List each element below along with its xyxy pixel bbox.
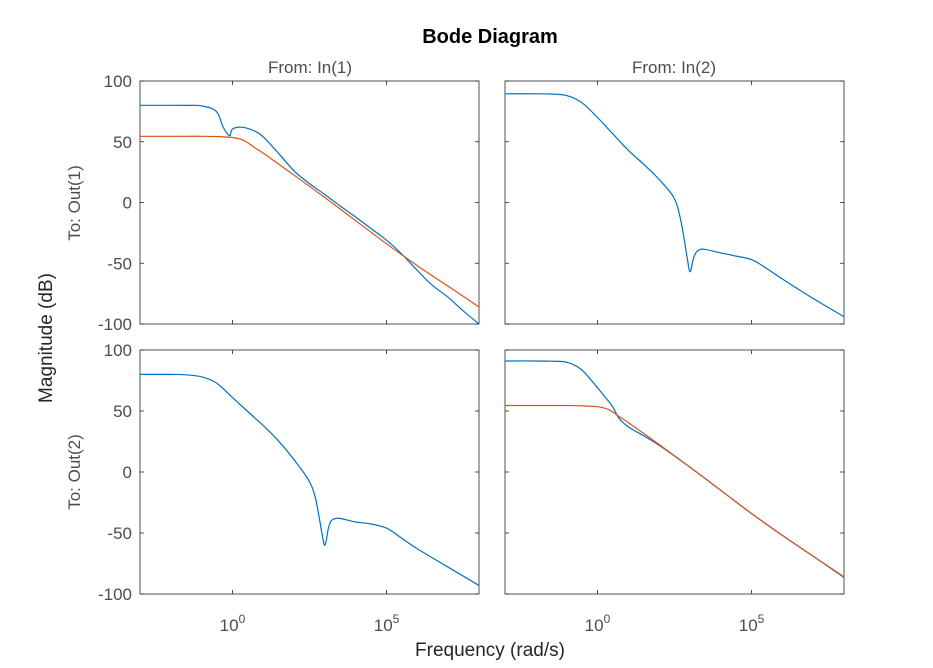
y-tick-label: 100 <box>104 72 132 91</box>
subplot-r2c2: 100 105 <box>504 349 845 635</box>
y-tick-label: -100 <box>98 315 132 334</box>
x-tick-label-base: 10 <box>585 616 604 635</box>
y-tick-label: 50 <box>113 133 132 152</box>
axes-box-r1c1 <box>139 80 480 325</box>
x-tick-label-exponent: 5 <box>393 612 400 626</box>
x-tick-label: 100 <box>220 612 246 635</box>
x-tick-label-exponent: 0 <box>239 612 246 626</box>
y-tick-label: -50 <box>107 254 132 273</box>
row-title-out1: To: Out(1) <box>65 165 84 241</box>
x-tick-label-exponent: 5 <box>758 612 765 626</box>
x-tick-label-exponent: 0 <box>604 612 611 626</box>
row-title-out2: To: Out(2) <box>65 434 84 510</box>
x-tick-label: 105 <box>374 612 400 635</box>
y-tick-label: 100 <box>104 341 132 360</box>
axes-box-r2c1 <box>139 349 480 595</box>
y-axis-label: Magnitude (dB) <box>36 273 57 403</box>
chart-title: Bode Diagram <box>422 26 558 48</box>
y-tick-label: 0 <box>123 463 132 482</box>
y-tick-label: 50 <box>113 402 132 421</box>
series-line-r2c2-2 <box>505 404 844 578</box>
series-line-r2c1-1 <box>140 373 479 587</box>
series-line-r1c1-1 <box>140 104 479 325</box>
column-title-in1: From: In(1) <box>268 58 352 77</box>
x-tick-label-base: 10 <box>374 616 393 635</box>
x-tick-label-base: 10 <box>739 616 758 635</box>
x-tick-label-base: 10 <box>220 616 239 635</box>
series-line-r1c1-2 <box>140 135 479 308</box>
axes-box-r2c2 <box>504 349 845 595</box>
x-tick-label: 100 <box>585 612 611 635</box>
y-tick-label: -50 <box>107 524 132 543</box>
y-tick-label: -100 <box>98 585 132 604</box>
series-line-r1c2-1 <box>505 93 844 318</box>
axes-box-r1c2 <box>504 80 845 325</box>
y-tick-label: 0 <box>123 194 132 213</box>
subplot-r1c2 <box>504 80 845 325</box>
column-title-in2: From: In(2) <box>632 58 716 77</box>
subplot-r1c1: -100 -50 0 50 100 <box>98 72 480 334</box>
x-tick-label: 105 <box>739 612 765 635</box>
x-axis-label: Frequency (rad/s) <box>415 640 565 661</box>
